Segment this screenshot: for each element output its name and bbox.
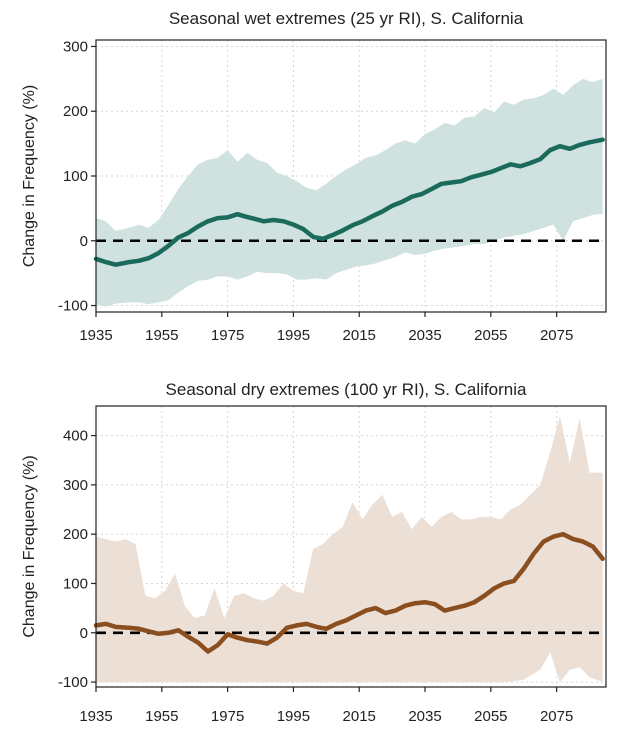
dry-x-tick-label: 2075 — [540, 708, 573, 725]
dry-x-tick-label: 1935 — [79, 708, 112, 725]
dry-y-tick-label: 200 — [63, 526, 88, 543]
wet-range-band — [96, 78, 603, 307]
dry-mean-line — [93, 531, 605, 654]
wet-x-tick-label: 2035 — [408, 327, 441, 344]
dry-range-band — [96, 415, 603, 683]
dry-x-tick-label: 2035 — [408, 708, 441, 725]
dry-x-tick-label: 2015 — [343, 708, 376, 725]
dry-plot-frame — [95, 405, 607, 688]
wet-mean-line — [93, 137, 605, 267]
wet-x-tick-label: 1955 — [145, 327, 178, 344]
dry-x-tick-label: 2055 — [474, 708, 507, 725]
dry-x-tick-label: 1955 — [145, 708, 178, 725]
wet-extremes-panel: Seasonal wet extremes (25 yr RI), S. Cal… — [21, 9, 607, 344]
wet-x-tick-label: 2075 — [540, 327, 573, 344]
dry-y-tick-label: 0 — [80, 625, 88, 642]
wet-y-tick-label: 0 — [80, 233, 88, 250]
dry-extremes-panel: Seasonal dry extremes (100 yr RI), S. Ca… — [21, 380, 607, 725]
wet-x-tick-label: 1935 — [79, 327, 112, 344]
wet-y-axis-label: Change in Frequency (%) — [21, 85, 38, 267]
dry-y-tick-label: 400 — [63, 428, 88, 445]
wet-y-tick-label: -100 — [58, 298, 88, 315]
dry-y-tick-label: 300 — [63, 477, 88, 494]
wet-y-tick-label: 100 — [63, 168, 88, 185]
wet-x-tick-label: 2055 — [474, 327, 507, 344]
dry-chart-title: Seasonal dry extremes (100 yr RI), S. Ca… — [166, 380, 527, 399]
wet-x-tick-label: 2015 — [343, 327, 376, 344]
dry-x-tick-label: 1995 — [277, 708, 310, 725]
wet-y-tick-label: 200 — [63, 103, 88, 120]
dry-x-tick-label: 1975 — [211, 708, 244, 725]
dry-y-axis-label: Change in Frequency (%) — [21, 455, 38, 637]
wet-x-tick-label: 1995 — [277, 327, 310, 344]
dry-y-tick-label: -100 — [58, 674, 88, 691]
wet-y-tick-label: 300 — [63, 38, 88, 55]
dry-y-tick-label: 100 — [63, 575, 88, 592]
wet-x-tick-label: 1975 — [211, 327, 244, 344]
wet-chart-title: Seasonal wet extremes (25 yr RI), S. Cal… — [169, 9, 524, 28]
